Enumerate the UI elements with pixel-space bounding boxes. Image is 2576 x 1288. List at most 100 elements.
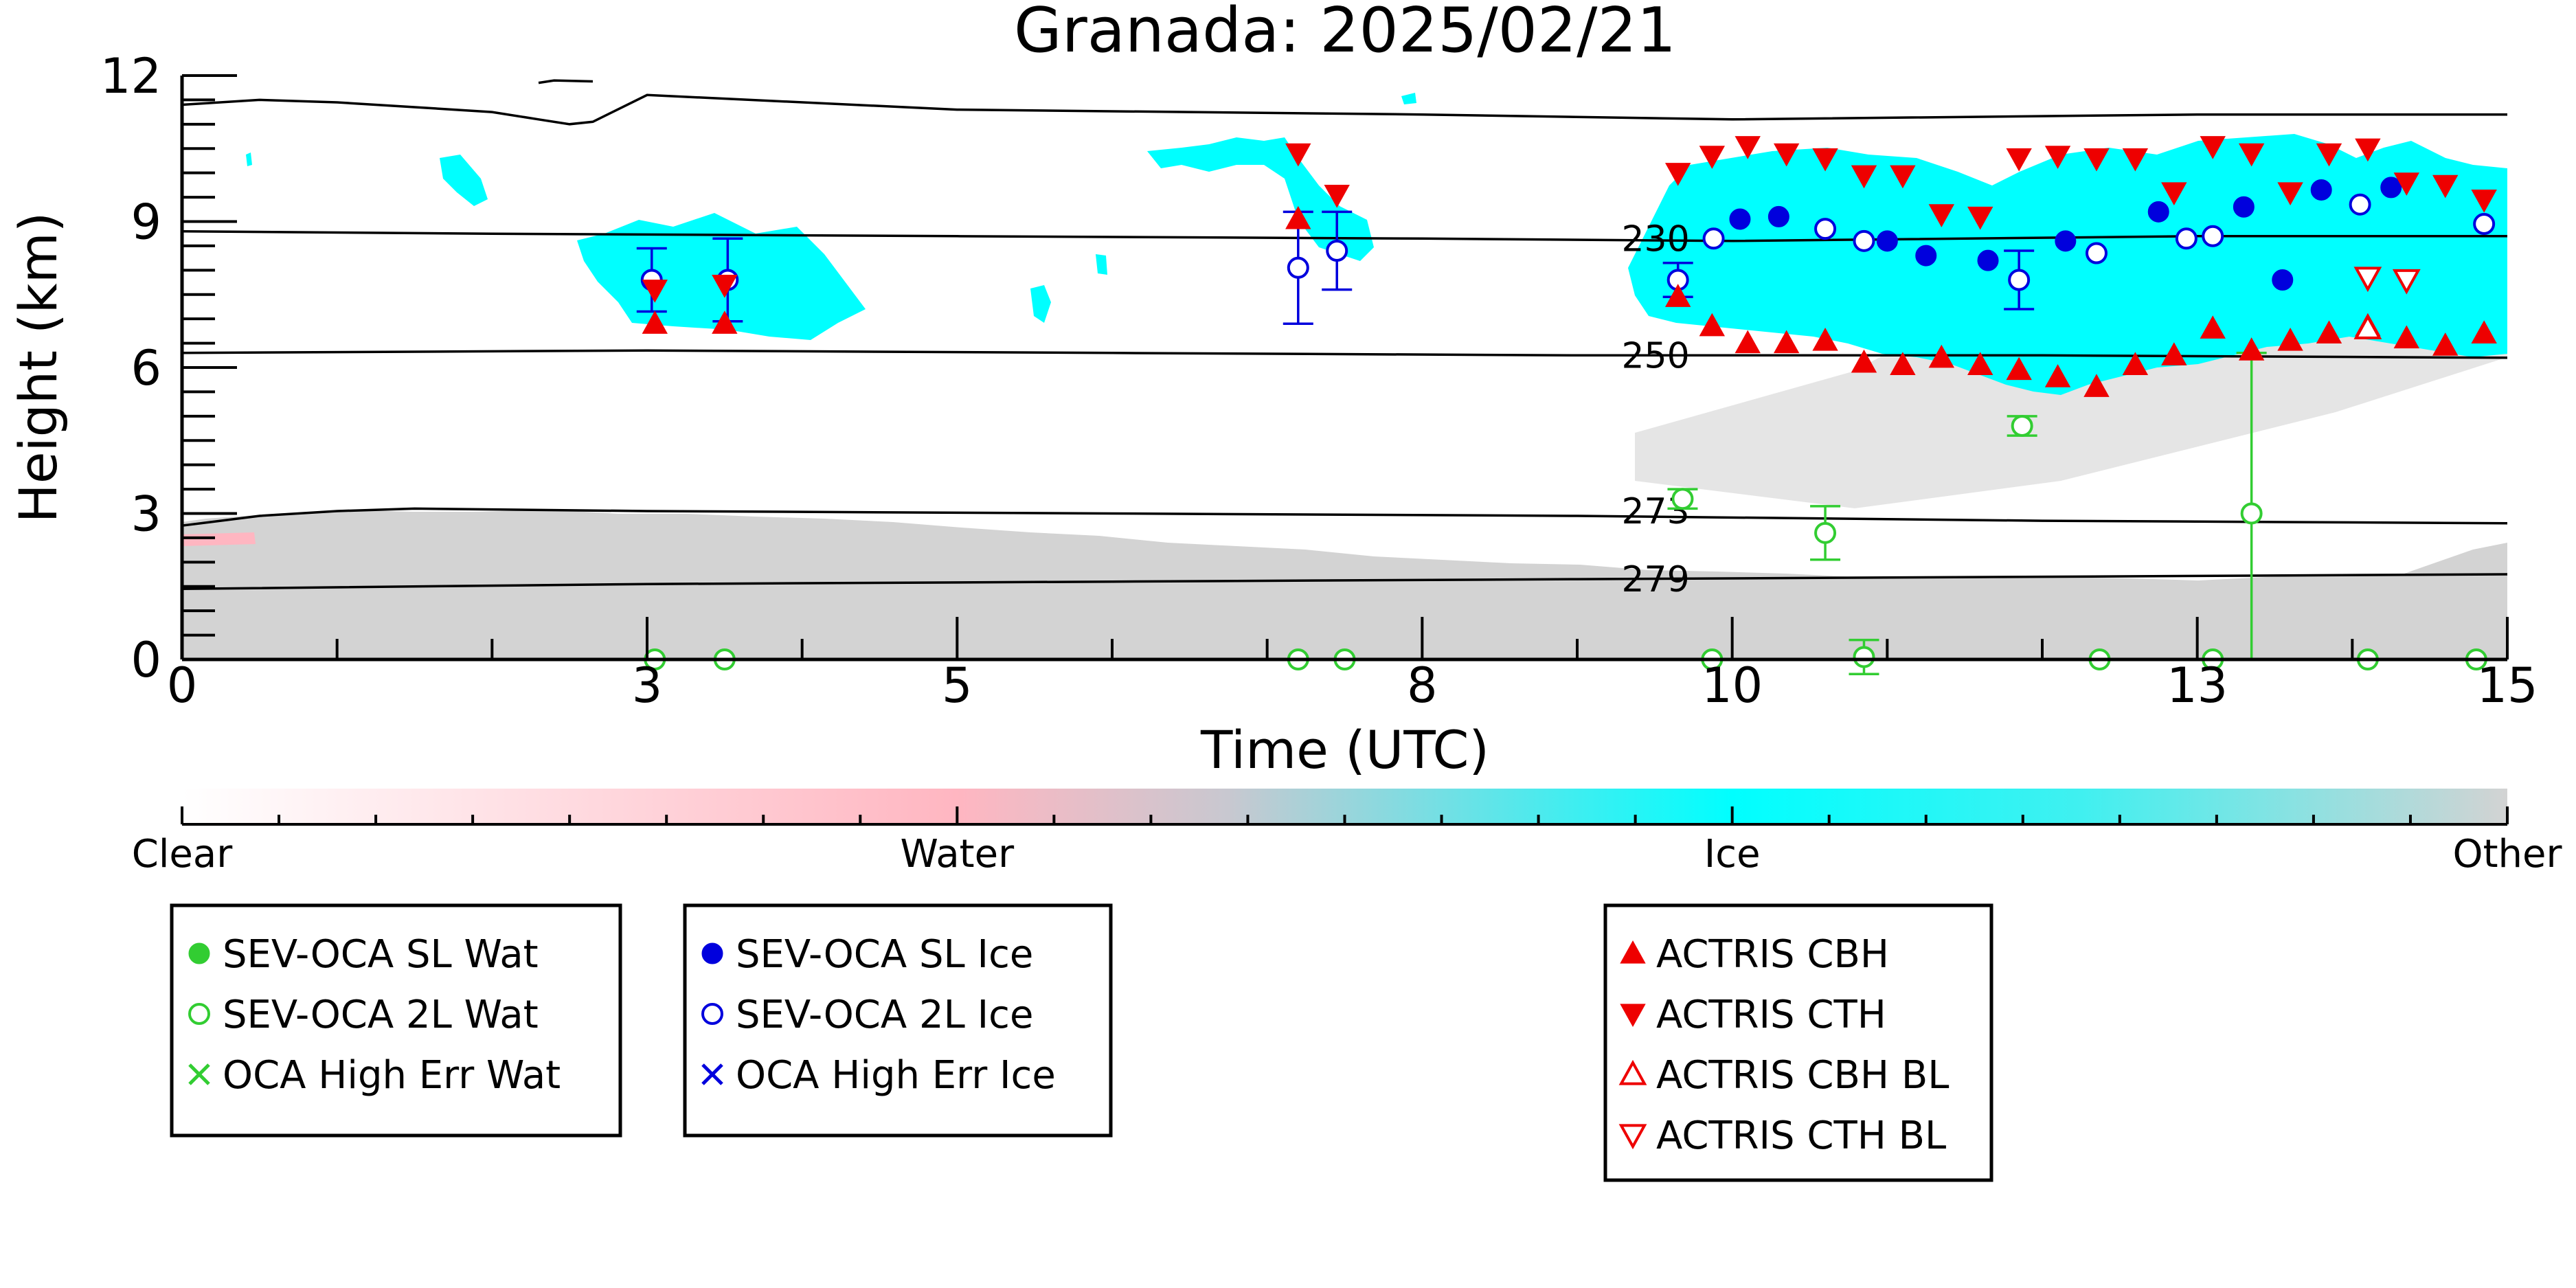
- sev-oca-2l-wat-point: [1814, 521, 1837, 544]
- actris-cbh-point: [1773, 330, 1800, 354]
- sev-oca-2l-ice-point: [2085, 242, 2108, 264]
- actris-cth-point: [1285, 143, 1311, 167]
- actris-cth-point: [2238, 143, 2265, 167]
- actris-cth-point: [2083, 148, 2110, 172]
- sev-oca-2l-ice-point: [2202, 225, 2224, 247]
- phase-other-region: [182, 510, 2507, 659]
- y-tick-label: 3: [131, 486, 161, 543]
- data-markers: [640, 136, 2497, 670]
- sev-oca-sl-ice-point: [2147, 201, 2169, 223]
- legend-label-actris-cth: ACTRIS CTH: [1656, 993, 1886, 1037]
- phase-ice-cloud-4: [1030, 285, 1051, 323]
- legend-marker-actris-cth-bl: [1618, 1124, 1647, 1150]
- actris-cth-point: [2044, 146, 2071, 169]
- legend-label-sev-oca-sl-ice: SEV-OCA SL Ice: [736, 932, 1033, 977]
- actris-cbh-point: [1699, 313, 1726, 337]
- colorbar-ticks: [181, 806, 2509, 824]
- actris-cth-bl-point: [2353, 267, 2382, 293]
- legend-label-actris-cth-bl: ACTRIS CTH BL: [1656, 1114, 1946, 1158]
- sev-oca-2l-ice-point: [2008, 269, 2031, 291]
- sev-oca-2l-ice-point: [1814, 218, 1837, 240]
- phase-ice-cloud-6: [1401, 93, 1416, 104]
- actris-cbh-point: [712, 310, 738, 334]
- sev-oca-sl-ice-point: [1767, 205, 1789, 227]
- legend-label-sev-oca-sl-wat: SEV-OCA SL Wat: [223, 932, 539, 977]
- x-tick-label: 0: [167, 657, 198, 714]
- y-tick-label: 0: [131, 632, 161, 688]
- legend-frame: [170, 903, 622, 1138]
- actris-cbh-point: [2393, 325, 2420, 349]
- top-contour: [182, 93, 2507, 126]
- y-ticks: 0 3 6 9 12: [100, 48, 237, 688]
- actris-cbh-point: [2316, 320, 2342, 344]
- legend-marker-sev-oca-sl-ice: [701, 942, 723, 964]
- actris-cth-point: [2161, 182, 2187, 206]
- y-axis-label: Height (km): [8, 212, 69, 523]
- actris-cth-point: [1890, 165, 1916, 189]
- actris-cbh-point: [2006, 357, 2032, 381]
- actris-cbh-point: [2044, 364, 2071, 387]
- actris-cbh-point: [1664, 284, 1691, 307]
- actris-cth-point: [1851, 165, 1877, 189]
- actris-cth-point: [712, 274, 738, 298]
- sev-oca-sl-ice-point: [2233, 196, 2255, 218]
- sev-oca-2l-wat-point: [1853, 646, 1875, 668]
- actris-cth-point: [1324, 184, 1350, 208]
- actris-cth-point: [1664, 163, 1691, 186]
- actris-cbh-point: [1928, 344, 1955, 368]
- actris-cth-point: [2122, 148, 2149, 172]
- actris-cbh-point: [2083, 374, 2110, 397]
- actris-cth-point: [2432, 174, 2459, 199]
- legend-marker-actris-cbh-bl: [1618, 1059, 1647, 1085]
- actris-cbh-bl-point: [2353, 314, 2382, 339]
- actris-cth-point: [2355, 138, 2381, 162]
- actris-cbh-point: [1812, 327, 1838, 351]
- plot-axes: 0 3 5 8 10 13 15 0 3 6 9 12: [100, 48, 2538, 714]
- actris-cth-point: [1773, 143, 1800, 167]
- isotherm-label-230: 230: [1621, 218, 1689, 260]
- legend-label-oca-high-err-wat: OCA High Err Wat: [223, 1053, 561, 1098]
- legend-marker-sev-oca-sl-wat: [188, 942, 210, 964]
- sev-oca-sl-ice-point: [2272, 269, 2294, 291]
- sev-oca-sl-ice-point: [1977, 249, 1999, 271]
- sev-oca-2l-ice-point: [1287, 256, 1309, 279]
- phase-water-region: [182, 532, 256, 546]
- actris-cbh-point: [1851, 349, 1877, 373]
- actris-cbh-point: [2122, 352, 2149, 376]
- legend-1: SEV-OCA SL Wat SEV-OCA 2L Wat OCA High Err…: [170, 903, 622, 1138]
- actris-cbh-point: [1890, 352, 1916, 376]
- sev-oca-sl-ice-point: [2055, 230, 2077, 252]
- phase-ice-cloud-2: [440, 155, 488, 206]
- x-ticks: 0 3 5 8 10 13 15: [167, 617, 2538, 714]
- phase-colorbar: Clear Water Ice Other: [132, 789, 2562, 877]
- actris-cbh-point: [2471, 320, 2497, 344]
- legend-3: ACTRIS CBH ACTRIS CTH ACTRIS CBH BL ACTRIS …: [1603, 903, 1993, 1182]
- x-tick-label: 13: [2167, 657, 2228, 714]
- legend-marker-oca-high-err-ice: [701, 1063, 723, 1085]
- isotherm-contours: [182, 79, 2507, 591]
- colorbar-label-other: Other: [2452, 832, 2562, 877]
- legend-label-oca-high-err-ice: OCA High Err Ice: [736, 1053, 1056, 1098]
- legend-marker-actris-cbh: [1620, 940, 1646, 964]
- x-axis-label: Time (UTC): [1200, 719, 1489, 780]
- colorbar-label-clear: Clear: [132, 832, 233, 877]
- isotherm-279: [182, 573, 2507, 591]
- legend-marker-oca-high-err-wat: [188, 1063, 210, 1085]
- actris-cth-point: [2393, 172, 2420, 196]
- actris-cbh-point: [1735, 330, 1761, 354]
- colorbar-label-water: Water: [901, 832, 1015, 877]
- legend-frame: [683, 903, 1113, 1138]
- actris-cth-point: [1928, 204, 1955, 227]
- sev-oca-sl-ice-point: [2380, 177, 2402, 199]
- isotherm-230: [182, 229, 2507, 242]
- legend-2: SEV-OCA SL Ice SEV-OCA 2L Ice OCA High Err…: [683, 903, 1113, 1138]
- legend-label-actris-cbh: ACTRIS CBH: [1656, 932, 1889, 977]
- actris-cbh-point: [1285, 205, 1311, 229]
- isotherm-label-250: 250: [1621, 335, 1689, 376]
- actris-cth-point: [2316, 143, 2342, 167]
- actris-cth-point: [2006, 148, 2032, 172]
- x-tick-label: 8: [1407, 657, 1438, 714]
- actris-cth-point: [642, 280, 668, 303]
- actris-cth-bl-point: [2392, 269, 2421, 295]
- chart-title: Granada: 2025/02/21: [1014, 0, 1676, 67]
